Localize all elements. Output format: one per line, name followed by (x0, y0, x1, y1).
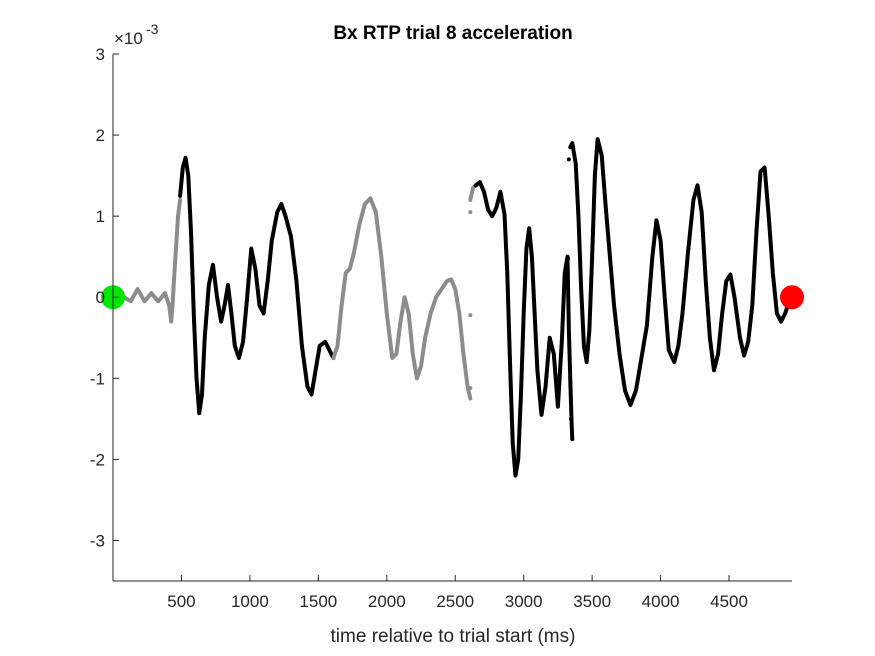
x-tick-label: 2000 (368, 592, 406, 611)
series-line-2 (178, 155, 336, 416)
y-axis-multiplier: ×10 -3 (114, 21, 159, 48)
x-tick-label: 3000 (505, 592, 543, 611)
x-tick-label: 1500 (299, 592, 337, 611)
x-tick-label: 1000 (231, 592, 269, 611)
end-marker (780, 285, 804, 310)
series-line-1 (111, 197, 183, 324)
y-multiplier-exponent: -3 (146, 21, 159, 37)
data-point-1 (468, 210, 473, 215)
x-tick-label: 500 (167, 592, 195, 611)
plot-area (101, 137, 804, 478)
series-line-3 (331, 196, 473, 401)
series-line-6 (568, 137, 794, 408)
y-tick-label: 2 (96, 126, 105, 145)
x-axis-label: time relative to trial start (ms) (331, 626, 576, 647)
axes (112, 54, 792, 582)
x-tick-label: 3500 (573, 592, 611, 611)
y-tick-label: 3 (96, 45, 105, 64)
y-tick-label: 1 (96, 207, 105, 226)
data-point-4 (566, 256, 571, 261)
y-axis-ticks: -3 -2 -1 0 1 2 3 (90, 45, 119, 550)
y-tick-label: -1 (90, 369, 105, 388)
x-tick-label: 2500 (436, 592, 474, 611)
data-point-3 (468, 386, 473, 391)
chart-title: Bx RTP trial 8 acceleration (333, 23, 572, 44)
x-tick-label: 4500 (710, 592, 748, 611)
series-line-5 (473, 180, 575, 478)
data-point-2 (468, 313, 473, 318)
data-point-6 (568, 416, 573, 421)
y-tick-label: 0 (96, 288, 105, 307)
x-tick-label: 4000 (642, 592, 680, 611)
data-point-5 (566, 157, 571, 162)
y-tick-label: -2 (90, 450, 105, 469)
y-multiplier-base: ×10 (114, 29, 143, 48)
y-tick-label: -3 (90, 531, 105, 550)
x-axis-ticks: 500 1000 1500 2000 2500 3000 3500 4000 4500 (167, 575, 748, 611)
